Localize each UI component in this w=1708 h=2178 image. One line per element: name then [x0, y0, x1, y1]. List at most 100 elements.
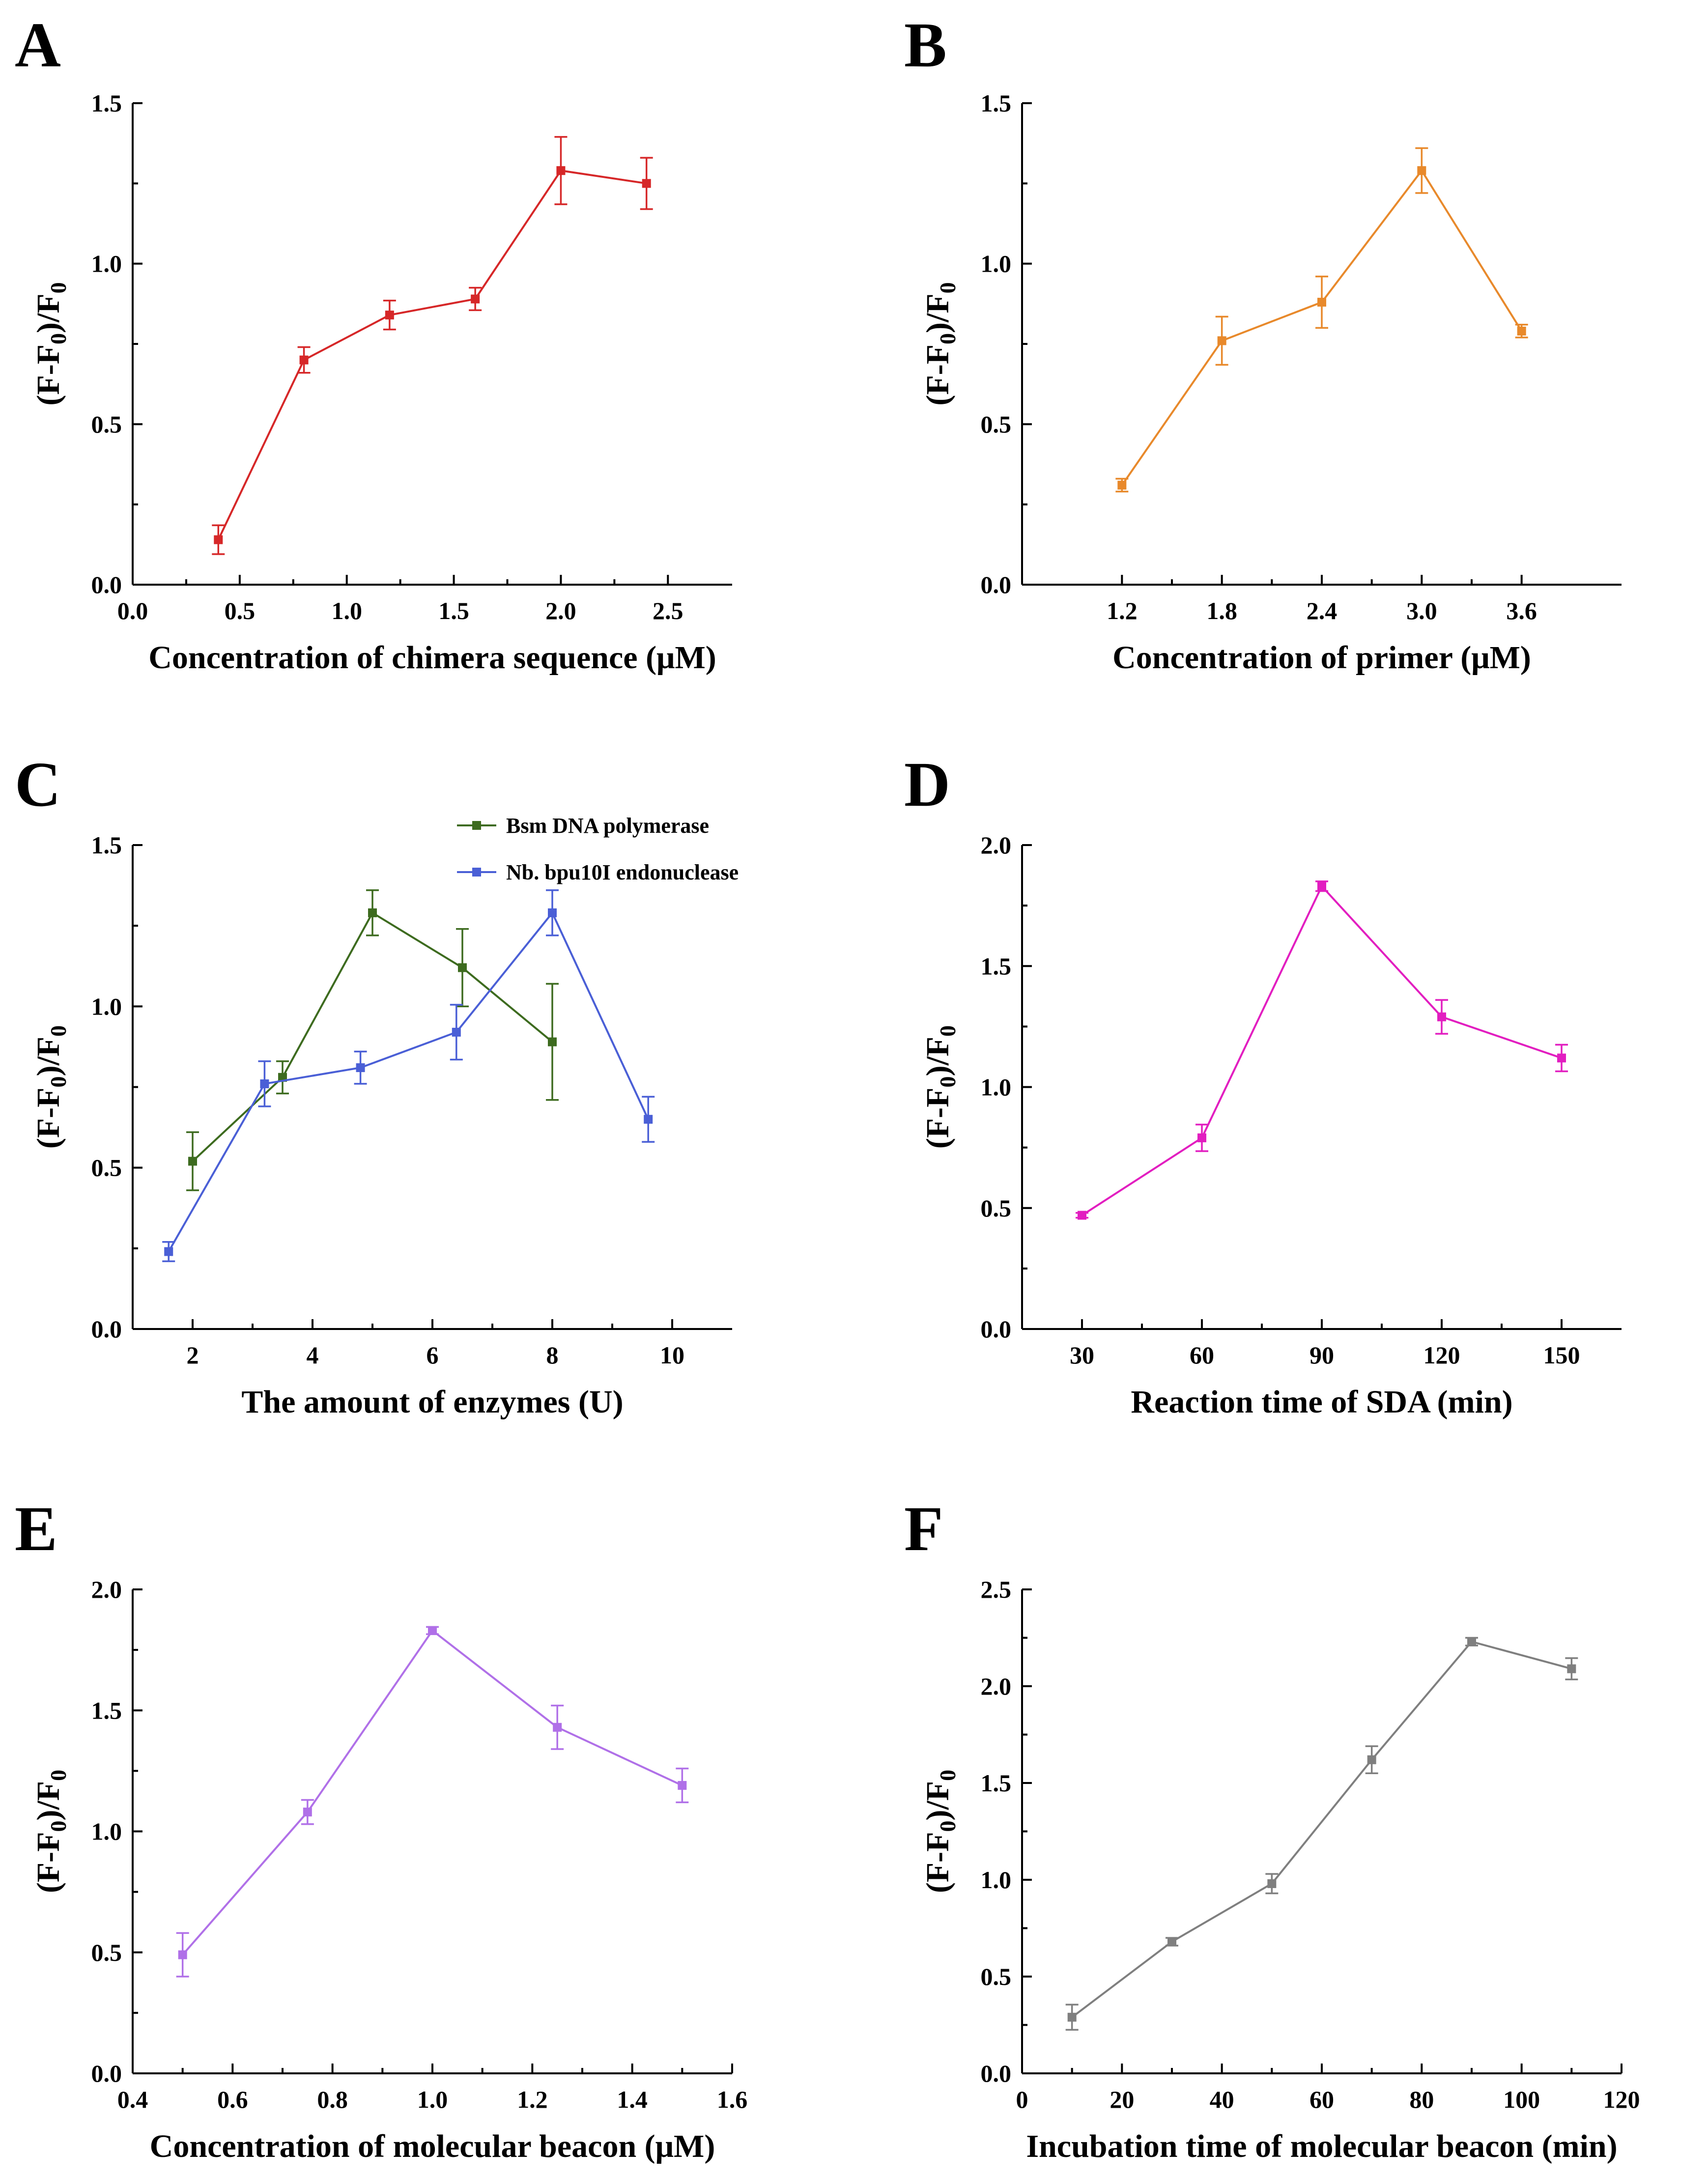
panel-letter: E [15, 1494, 57, 1564]
data-point [548, 908, 557, 917]
x-tick-label: 120 [1423, 1341, 1460, 1369]
y-tick-label: 1.0 [91, 250, 122, 278]
x-tick-label: 2.5 [653, 597, 683, 624]
x-tick-label: 150 [1543, 1341, 1580, 1369]
panel-b: B 1.2 1.8 2.4 3.0 3.6 0.0 0.5 1.0 1.5 Concentratio… [904, 10, 1622, 676]
y-tick-label: 0.5 [981, 410, 1012, 438]
x-tick-label: 1.0 [331, 597, 362, 624]
series-0 [1065, 1637, 1578, 2031]
y-tick-label: 0.5 [981, 1194, 1012, 1222]
x-tick-label: 8 [546, 1341, 559, 1369]
panel-letter: B [904, 10, 947, 81]
x-tick-label: 1.5 [438, 597, 469, 624]
x-axis-title: Concentration of molecular beacon (μM) [150, 2128, 715, 2164]
y-tick-label: 1.0 [91, 1818, 122, 1845]
y-tick-label: 2.0 [981, 1672, 1012, 1700]
x-tick-label: 10 [660, 1341, 684, 1369]
data-point [428, 1626, 437, 1635]
y-tick-label: 0.0 [981, 2060, 1012, 2087]
y-tick-label: 1.5 [981, 952, 1012, 980]
x-tick-label: 60 [1309, 2086, 1334, 2113]
x-axis-title: Reaction time of SDA (min) [1131, 1384, 1512, 1420]
panel-letter: C [15, 749, 61, 820]
series-line [217, 170, 647, 540]
data-point [299, 355, 309, 365]
data-point [1078, 1211, 1086, 1220]
y-tick-label: 0.0 [91, 1315, 122, 1343]
y-axis-title: (F-F0)/F0 [30, 1770, 71, 1893]
data-point [356, 1063, 365, 1073]
y-axis-title: (F-F0)/F0 [920, 1025, 960, 1149]
y-tick-label: 1.5 [91, 831, 122, 859]
data-point [164, 1247, 173, 1256]
x-tick-label: 0.8 [317, 2086, 348, 2113]
series-0 [212, 136, 653, 555]
x-axis-title: Concentration of chimera sequence (μM) [148, 640, 716, 676]
data-point [260, 1079, 269, 1088]
data-point [1317, 298, 1326, 307]
data-point [556, 166, 566, 175]
legend-label: Bsm DNA polymerase [506, 814, 709, 838]
data-point [1467, 1637, 1476, 1646]
data-point [1217, 336, 1226, 345]
data-point [452, 1027, 461, 1037]
y-tick-label: 0.5 [91, 1939, 122, 1966]
y-tick-label: 0.5 [91, 410, 122, 438]
x-tick-label: 1.0 [417, 2086, 448, 2113]
panel-letter: F [904, 1494, 943, 1564]
data-point [1267, 1879, 1277, 1888]
y-tick-label: 1.0 [981, 250, 1012, 278]
x-tick-label: 4 [307, 1341, 319, 1369]
y-axis-title: (F-F0)/F0 [30, 282, 71, 405]
legend: Bsm DNA polymerase Nb. bpu10I endonucleas… [457, 814, 739, 884]
y-tick-label: 0.0 [981, 1315, 1012, 1343]
y-tick-label: 1.0 [981, 1866, 1012, 1894]
series-line [1071, 1641, 1572, 2018]
data-point [548, 1037, 557, 1047]
x-tick-label: 80 [1409, 2086, 1434, 2113]
data-point [1367, 1755, 1376, 1764]
y-tick-label: 1.5 [91, 1697, 122, 1724]
data-point [1067, 2012, 1077, 2022]
x-tick-label: 90 [1309, 1341, 1334, 1369]
y-tick-label: 0.0 [91, 571, 122, 598]
panel-letter: D [904, 749, 950, 820]
x-tick-label: 2.4 [1307, 597, 1338, 624]
x-tick-label: 120 [1603, 2086, 1640, 2113]
series-1 [162, 889, 655, 1262]
x-tick-label: 100 [1503, 2086, 1540, 2113]
data-point [1517, 326, 1526, 336]
x-tick-label: 60 [1190, 1341, 1214, 1369]
y-tick-label: 2.5 [981, 1576, 1012, 1603]
data-point [553, 1723, 562, 1732]
legend-label: Nb. bpu10I endonuclease [506, 860, 739, 884]
series-line [182, 1629, 683, 1955]
y-axis-title: (F-F0)/F0 [30, 1025, 71, 1149]
panel-c: C 2 4 6 8 10 0.0 0.5 1.0 1.5 The amount of enzymes… [15, 749, 739, 1420]
panel-e: E 0.4 0.6 0.8 1.0 1.2 1.4 1.6 0.0 0.5 1.0 1.5 2.0 Con… [15, 1494, 747, 2164]
legend-marker [472, 868, 481, 877]
x-tick-label: 1.2 [517, 2086, 548, 2113]
x-tick-label: 2 [187, 1341, 199, 1369]
legend-marker [472, 821, 481, 830]
x-tick-label: 30 [1070, 1341, 1094, 1369]
series-line [168, 911, 650, 1252]
y-tick-label: 1.0 [981, 1074, 1012, 1101]
series-line [1081, 884, 1562, 1216]
x-tick-label: 3.0 [1406, 597, 1437, 624]
x-tick-label: 2.0 [545, 597, 576, 624]
y-tick-label: 1.5 [91, 89, 122, 117]
data-point [1167, 1937, 1176, 1947]
data-point [1567, 1664, 1576, 1673]
data-point [678, 1781, 687, 1790]
data-point [458, 963, 467, 972]
x-tick-label: 40 [1210, 2086, 1234, 2113]
panel-letter: A [15, 10, 61, 81]
y-tick-label: 1.5 [981, 1769, 1012, 1797]
panel-d: D 30 60 90 120 150 0.0 0.5 1.0 1.5 2.0 Reaction tim… [904, 749, 1622, 1420]
data-point [385, 311, 394, 320]
y-axis-title: (F-F0)/F0 [920, 1770, 960, 1893]
x-tick-label: 0.5 [225, 597, 256, 624]
series-line [192, 911, 553, 1162]
